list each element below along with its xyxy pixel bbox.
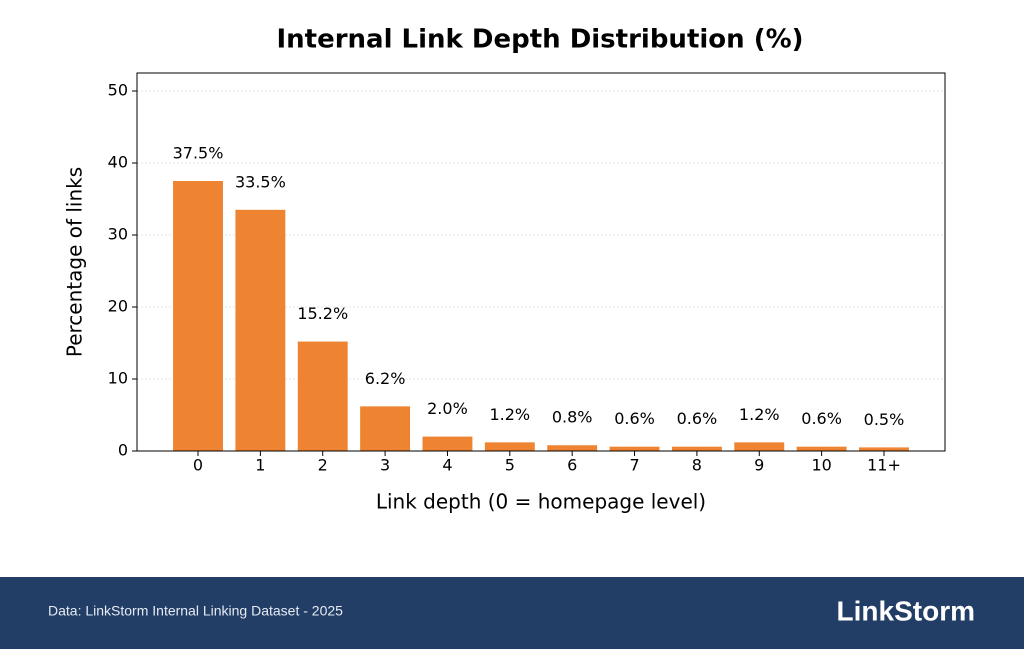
value-label: 1.2% bbox=[489, 405, 530, 424]
value-label: 0.5% bbox=[864, 410, 905, 429]
value-label: 37.5% bbox=[173, 144, 224, 163]
x-tick-label: 8 bbox=[692, 456, 702, 475]
footer-source: Data: LinkStorm Internal Linking Dataset… bbox=[48, 603, 343, 619]
footer-logo: LinkStorm bbox=[837, 595, 975, 626]
y-tick-label: 50 bbox=[108, 81, 128, 100]
value-label: 0.8% bbox=[552, 408, 593, 427]
bar bbox=[547, 445, 598, 451]
x-tick-label: 2 bbox=[318, 456, 328, 475]
bar bbox=[173, 181, 223, 451]
x-tick-label: 3 bbox=[380, 456, 390, 475]
y-tick-label: 40 bbox=[108, 153, 128, 172]
plot-frame bbox=[136, 72, 946, 452]
value-label: 15.2% bbox=[297, 304, 348, 323]
value-label: 0.6% bbox=[614, 409, 655, 428]
bar bbox=[484, 442, 535, 451]
footer-band bbox=[0, 577, 1024, 649]
bar bbox=[734, 442, 785, 451]
value-label: 2.0% bbox=[427, 399, 468, 418]
x-tick-label: 4 bbox=[442, 456, 452, 475]
bar bbox=[297, 341, 348, 451]
bar bbox=[859, 447, 909, 451]
y-axis-label: Percentage of links bbox=[63, 167, 87, 357]
bar bbox=[609, 446, 660, 451]
x-tick-label: 6 bbox=[567, 456, 577, 475]
x-tick-label: 5 bbox=[505, 456, 515, 475]
bar bbox=[671, 446, 722, 451]
bar bbox=[422, 436, 473, 451]
x-tick-label: 10 bbox=[811, 456, 831, 475]
value-label: 0.6% bbox=[677, 409, 718, 428]
chart-title: Internal Link Depth Distribution (%) bbox=[276, 25, 803, 55]
bar bbox=[235, 209, 286, 451]
y-tick-label: 30 bbox=[108, 225, 128, 244]
value-label: 33.5% bbox=[235, 172, 286, 191]
value-label: 6.2% bbox=[365, 369, 406, 388]
y-tick-label: 10 bbox=[108, 369, 128, 388]
value-label: 0.6% bbox=[801, 409, 842, 428]
value-label: 1.2% bbox=[739, 405, 780, 424]
x-tick-label: 1 bbox=[255, 456, 265, 475]
y-tick-label: 0 bbox=[118, 441, 128, 460]
x-tick-label: 11+ bbox=[867, 456, 901, 475]
bar bbox=[796, 446, 847, 451]
x-tick-label: 0 bbox=[193, 456, 203, 475]
x-tick-label: 9 bbox=[754, 456, 764, 475]
y-tick-label: 20 bbox=[108, 297, 128, 316]
x-tick-label: 7 bbox=[629, 456, 639, 475]
bar bbox=[360, 406, 411, 451]
x-axis-label: Link depth (0 = homepage level) bbox=[376, 490, 706, 514]
